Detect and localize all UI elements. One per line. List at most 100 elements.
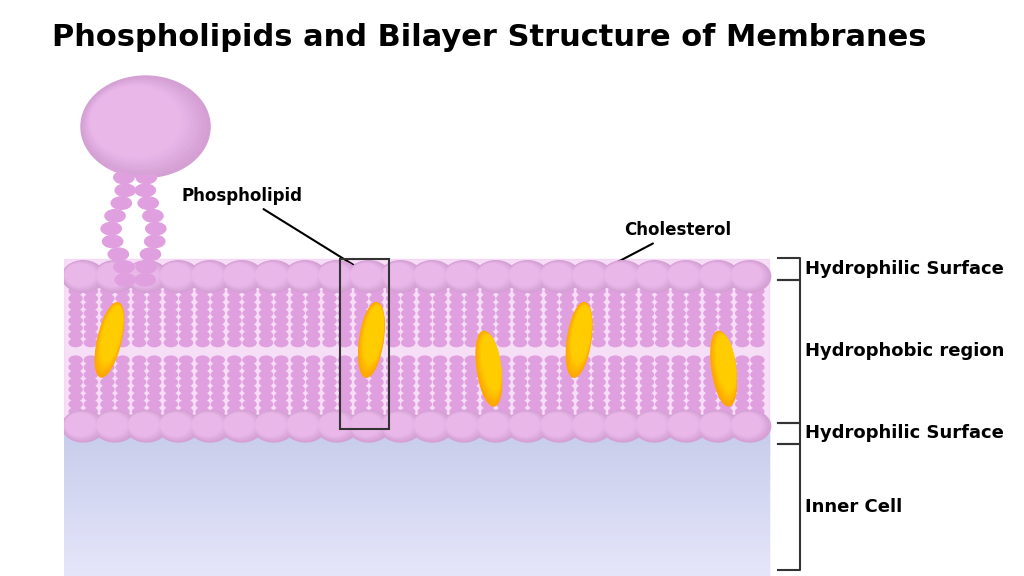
Circle shape	[370, 323, 384, 332]
Circle shape	[703, 294, 718, 303]
Bar	[65, 507, 769, 511]
Bar	[65, 462, 769, 465]
Ellipse shape	[128, 263, 162, 289]
Ellipse shape	[668, 413, 700, 438]
Ellipse shape	[414, 412, 447, 438]
Circle shape	[545, 414, 559, 423]
Circle shape	[418, 279, 432, 289]
Circle shape	[243, 407, 257, 416]
Circle shape	[338, 414, 352, 423]
Ellipse shape	[603, 411, 641, 440]
Circle shape	[354, 392, 369, 401]
Ellipse shape	[380, 261, 420, 291]
Circle shape	[354, 301, 369, 310]
Circle shape	[243, 331, 257, 340]
Circle shape	[735, 400, 750, 409]
Circle shape	[116, 331, 130, 340]
Circle shape	[608, 316, 623, 325]
Circle shape	[481, 370, 496, 380]
Circle shape	[481, 309, 496, 318]
Circle shape	[481, 338, 496, 347]
Circle shape	[116, 323, 130, 332]
Circle shape	[687, 323, 701, 332]
Ellipse shape	[319, 263, 350, 287]
Ellipse shape	[381, 411, 419, 440]
Ellipse shape	[475, 411, 517, 442]
Bar	[65, 522, 769, 525]
Circle shape	[655, 323, 670, 332]
Circle shape	[560, 363, 574, 372]
Circle shape	[306, 279, 321, 289]
Circle shape	[100, 331, 115, 340]
Ellipse shape	[635, 262, 673, 290]
Ellipse shape	[667, 411, 705, 440]
Circle shape	[306, 377, 321, 386]
Ellipse shape	[89, 85, 185, 160]
Circle shape	[481, 316, 496, 325]
Circle shape	[672, 323, 686, 332]
Bar	[65, 560, 769, 564]
Ellipse shape	[349, 262, 387, 290]
Circle shape	[735, 338, 750, 347]
Circle shape	[370, 294, 384, 303]
Circle shape	[227, 316, 242, 325]
Ellipse shape	[97, 414, 126, 435]
Circle shape	[108, 158, 129, 172]
Circle shape	[418, 323, 432, 332]
Bar	[65, 474, 769, 478]
Circle shape	[84, 331, 98, 340]
Ellipse shape	[253, 261, 295, 292]
Circle shape	[196, 294, 210, 303]
Ellipse shape	[318, 263, 352, 289]
Ellipse shape	[128, 263, 161, 288]
Text: Hydrophobic region: Hydrophobic region	[805, 342, 1005, 361]
Circle shape	[401, 331, 416, 340]
Ellipse shape	[224, 413, 255, 437]
Circle shape	[211, 385, 225, 394]
Circle shape	[370, 286, 384, 295]
Circle shape	[196, 407, 210, 416]
Bar	[65, 457, 769, 461]
Bar	[65, 539, 769, 543]
Circle shape	[84, 400, 98, 409]
Ellipse shape	[667, 412, 703, 439]
Circle shape	[113, 260, 135, 274]
Circle shape	[401, 377, 416, 386]
Ellipse shape	[348, 411, 390, 442]
Circle shape	[164, 316, 178, 325]
Ellipse shape	[66, 413, 96, 437]
Circle shape	[306, 400, 321, 409]
Bar	[65, 510, 769, 514]
Circle shape	[323, 331, 337, 340]
Circle shape	[497, 392, 511, 401]
Bar	[65, 558, 769, 562]
Circle shape	[323, 294, 337, 303]
Circle shape	[211, 414, 225, 423]
Ellipse shape	[128, 413, 161, 438]
Circle shape	[386, 301, 400, 310]
Ellipse shape	[62, 411, 104, 442]
Ellipse shape	[602, 261, 642, 291]
Bar	[65, 486, 769, 490]
Ellipse shape	[65, 263, 97, 288]
Ellipse shape	[126, 261, 166, 291]
Circle shape	[211, 400, 225, 409]
Circle shape	[513, 355, 527, 365]
Bar	[65, 441, 769, 444]
Bar	[65, 534, 769, 537]
Ellipse shape	[223, 263, 257, 289]
Circle shape	[592, 338, 606, 347]
Circle shape	[291, 363, 305, 372]
Ellipse shape	[317, 411, 355, 440]
Circle shape	[608, 414, 623, 423]
Circle shape	[608, 392, 623, 401]
Circle shape	[338, 301, 352, 310]
Circle shape	[545, 363, 559, 372]
Ellipse shape	[318, 413, 351, 438]
Circle shape	[386, 323, 400, 332]
Bar	[65, 469, 769, 473]
Circle shape	[132, 294, 146, 303]
Circle shape	[418, 294, 432, 303]
Circle shape	[291, 370, 305, 380]
Circle shape	[608, 363, 623, 372]
